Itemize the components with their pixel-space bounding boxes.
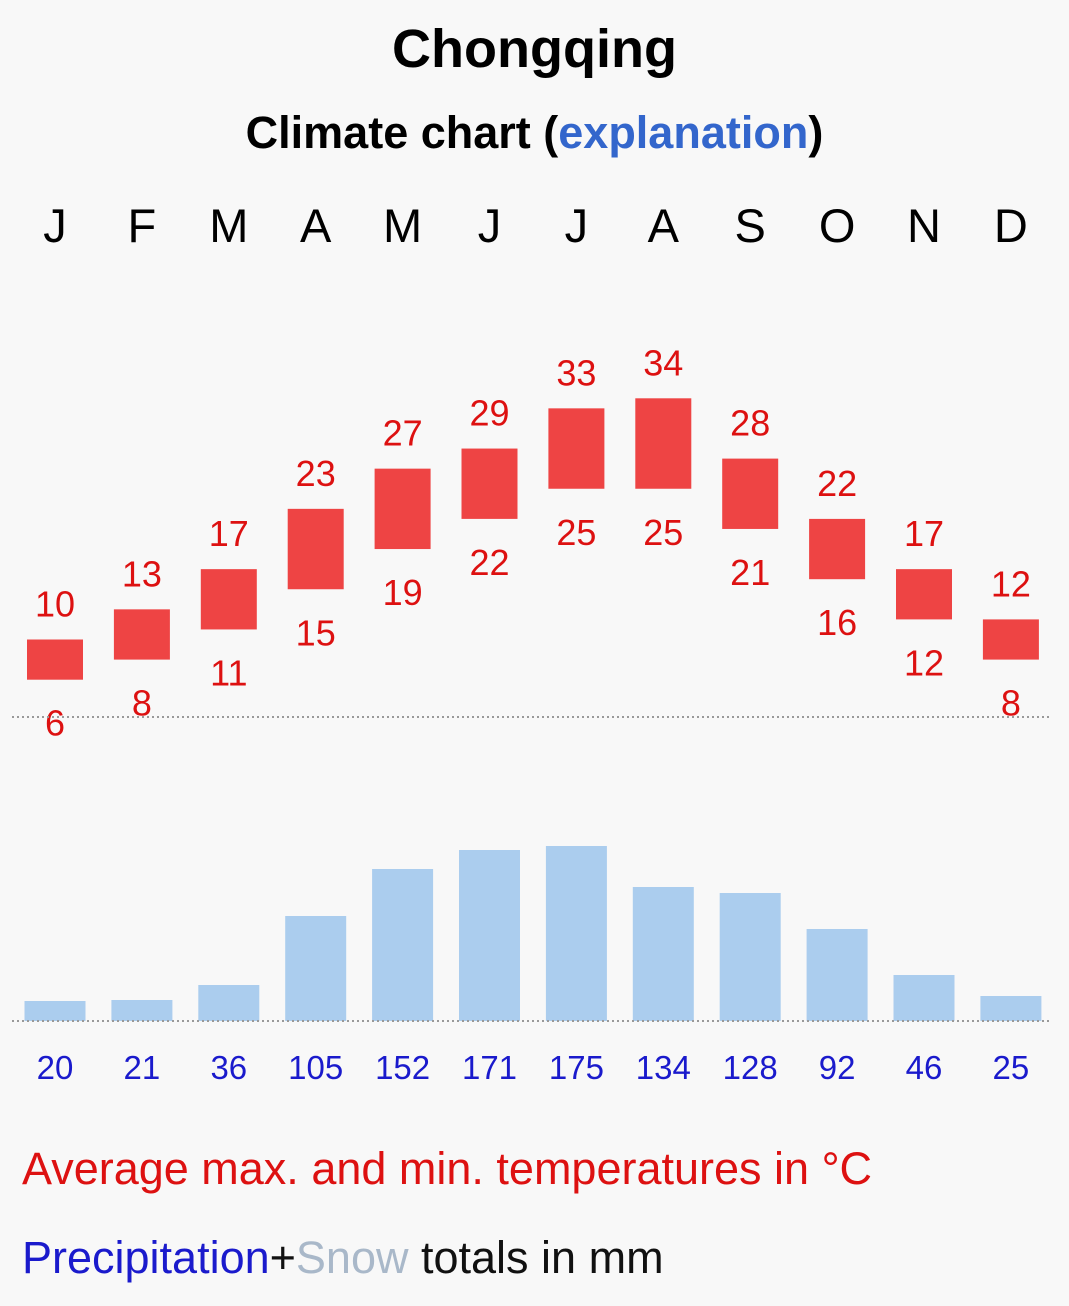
temperature-range-bar	[548, 408, 605, 489]
month-label: A	[648, 199, 680, 252]
explanation-link[interactable]: explanation	[558, 107, 809, 158]
precipitation-labels: 20 21 36 105 152 171 175 134 128 92 46 25	[37, 1049, 1030, 1086]
precipitation-bar	[111, 1000, 173, 1021]
temperature-range-bar	[809, 518, 866, 580]
month-label: A	[300, 199, 332, 252]
min-temperature-label: 12	[904, 642, 944, 683]
precipitation-bar	[372, 869, 434, 1021]
temperature-range-bar	[27, 639, 83, 680]
max-temperature-label: 34	[643, 342, 683, 383]
temperature-range-bar	[982, 619, 1039, 660]
temperature-labels: 10 6 13 8 17 11 23 15 27 19 29 22 33 25 34 25 28 21 22 16 17…	[35, 342, 1031, 743]
max-temperature-label: 13	[122, 553, 162, 594]
min-temperature-label: 22	[469, 542, 509, 583]
precipitation-bar	[24, 1001, 86, 1021]
precipitation-value-label: 92	[819, 1049, 856, 1086]
precipitation-value-label: 128	[723, 1049, 778, 1086]
precipitation-legend: Precipitation+Snow totals in mm	[22, 1232, 664, 1284]
month-label: F	[128, 199, 157, 252]
month-label: J	[478, 199, 502, 252]
month-label: M	[209, 199, 248, 252]
max-temperature-label: 33	[556, 352, 596, 393]
min-temperature-label: 25	[643, 512, 683, 553]
precipitation-bar	[632, 887, 694, 1021]
min-temperature-label: 15	[296, 612, 336, 653]
min-temperature-label: 19	[383, 572, 423, 613]
min-temperature-label: 8	[132, 683, 152, 724]
precipitation-value-label: 152	[375, 1049, 430, 1086]
precipitation-value-label: 46	[906, 1049, 943, 1086]
precipitation-value-label: 36	[210, 1049, 247, 1086]
max-temperature-label: 23	[296, 453, 336, 494]
precipitation-bar	[719, 893, 781, 1021]
precipitation-value-label: 25	[993, 1049, 1030, 1086]
precipitation-bar	[980, 996, 1042, 1021]
legend-totals: totals in mm	[408, 1232, 664, 1283]
max-temperature-label: 29	[469, 393, 509, 434]
temperature-range-bar	[200, 569, 257, 630]
temperature-range-bar	[896, 569, 952, 620]
snow-word: Snow	[295, 1232, 409, 1283]
precipitation-bar	[893, 975, 955, 1021]
temperature-legend: Average max. and min. temperatures in °C	[22, 1143, 873, 1194]
max-temperature-label: 27	[383, 413, 423, 454]
subtitle-prefix: Climate chart (	[245, 107, 559, 158]
min-temperature-label: 25	[556, 512, 596, 553]
precipitation-value-label: 105	[288, 1049, 343, 1086]
month-label: O	[819, 199, 856, 252]
min-temperature-label: 6	[45, 703, 65, 744]
chart-subtitle: Climate chart (explanation)	[0, 107, 1069, 159]
month-label: S	[735, 199, 766, 252]
month-label: M	[383, 199, 422, 252]
month-label: J	[565, 199, 589, 252]
precipitation-value-label: 20	[37, 1049, 74, 1086]
precipitation-value-label: 134	[636, 1049, 691, 1086]
chart-title: Chongqing	[392, 19, 677, 79]
max-temperature-label: 17	[209, 513, 249, 554]
month-label: D	[994, 199, 1028, 252]
precipitation-value-label: 21	[124, 1049, 161, 1086]
max-temperature-label: 10	[35, 584, 75, 625]
min-temperature-label: 11	[210, 652, 247, 693]
month-label: N	[907, 199, 941, 252]
max-temperature-label: 12	[991, 563, 1031, 604]
max-temperature-label: 28	[730, 403, 770, 444]
temperature-range-bar	[374, 468, 431, 550]
max-temperature-label: 22	[817, 463, 857, 504]
temperature-range-bar	[113, 609, 170, 660]
precipitation-bar	[459, 850, 520, 1021]
temperature-bars	[27, 398, 1039, 680]
precipitation-bar	[806, 929, 868, 1021]
precipitation-value-label: 175	[549, 1049, 604, 1086]
precipitation-value-label: 171	[462, 1049, 517, 1086]
temperature-range-bar	[722, 458, 779, 529]
precipitation-bar	[198, 985, 260, 1021]
min-temperature-label: 21	[730, 552, 770, 593]
temperature-range-bar	[287, 508, 344, 590]
precipitation-bar	[285, 916, 347, 1021]
min-temperature-label: 16	[817, 602, 857, 643]
temperature-range-bar	[461, 448, 518, 519]
max-temperature-label: 17	[904, 513, 944, 554]
subtitle-suffix: )	[808, 107, 824, 158]
precipitation-word: Precipitation	[22, 1232, 270, 1283]
legend-plus: +	[269, 1232, 296, 1283]
min-temperature-label: 8	[1001, 683, 1021, 724]
month-label: J	[43, 199, 67, 252]
precipitation-bar	[545, 846, 607, 1021]
temperature-range-bar	[635, 398, 692, 489]
precipitation-bars	[24, 846, 1042, 1021]
